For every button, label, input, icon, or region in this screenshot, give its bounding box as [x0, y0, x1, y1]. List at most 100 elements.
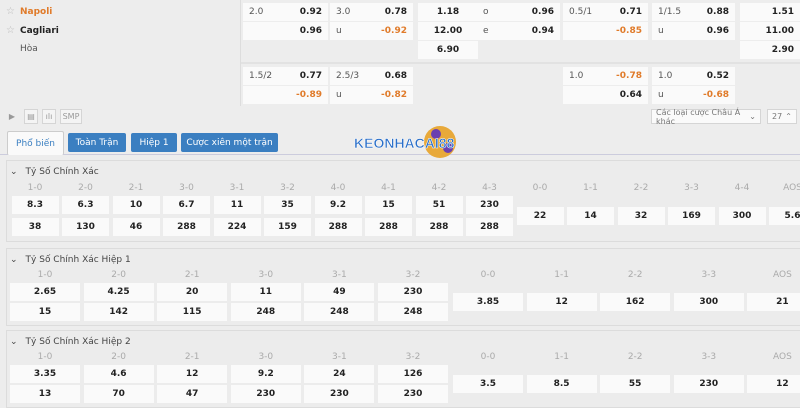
draw-score-odds[interactable]: 3.5: [453, 375, 523, 393]
draw-score-odds[interactable]: 162: [600, 293, 670, 311]
home-score-odds[interactable]: 6.3: [62, 196, 109, 214]
handicap-line: 1.0: [569, 71, 583, 81]
away-score-odds[interactable]: 248: [231, 303, 301, 321]
home-score-odds[interactable]: 51: [416, 196, 463, 214]
tab-pho-bien[interactable]: Phổ biến: [7, 131, 64, 155]
home-score-odds[interactable]: 10: [113, 196, 160, 214]
odds-cell[interactable]: 1.0-0.78: [563, 67, 648, 85]
draw-score-odds[interactable]: 300: [674, 293, 744, 311]
draw-score-odds[interactable]: 55: [600, 375, 670, 393]
draw-score-odds[interactable]: 300: [719, 207, 766, 225]
odds-cell[interactable]: 1.51: [740, 3, 800, 21]
tab-hiep-1[interactable]: Hiệp 1: [131, 133, 177, 152]
away-score-odds[interactable]: 288: [315, 218, 362, 236]
home-score-odds[interactable]: 230: [378, 283, 448, 301]
draw-score-odds[interactable]: 14: [567, 207, 614, 225]
away-score-odds[interactable]: 248: [378, 303, 448, 321]
section-header[interactable]: ⌄Tỷ Số Chính Xác Hiệp 1: [10, 255, 131, 265]
away-score-odds[interactable]: 288: [163, 218, 210, 236]
odds-cell[interactable]: -0.85: [563, 22, 648, 40]
away-score-odds[interactable]: 70: [84, 385, 154, 403]
home-score-odds[interactable]: 6.7: [163, 196, 210, 214]
draw-score-odds[interactable]: 21: [747, 293, 800, 311]
home-score-odds[interactable]: 8.3: [12, 196, 59, 214]
away-score-odds[interactable]: 230: [378, 385, 448, 403]
draw-score-odds[interactable]: 230: [674, 375, 744, 393]
section-header[interactable]: ⌄Tỷ Số Chính Xác Hiệp 2: [10, 337, 131, 347]
home-score-odds[interactable]: 9.2: [231, 365, 301, 383]
away-score-odds[interactable]: 38: [12, 218, 59, 236]
away-score-odds[interactable]: 288: [466, 218, 513, 236]
star-icon[interactable]: ☆: [6, 25, 15, 36]
home-score-odds[interactable]: 20: [157, 283, 227, 301]
home-score-odds[interactable]: 35: [264, 196, 311, 214]
away-score-odds[interactable]: 130: [62, 218, 109, 236]
tab-cuoc-xien[interactable]: Cược xiên một trận: [181, 133, 278, 152]
play-icon[interactable]: ▶: [6, 109, 18, 124]
home-score-odds[interactable]: 11: [231, 283, 301, 301]
market-select[interactable]: Các loại cược Châu Á khác⌄: [651, 109, 761, 124]
away-score-odds[interactable]: 230: [231, 385, 301, 403]
home-score-odds[interactable]: 11: [214, 196, 261, 214]
odds-cell[interactable]: 11.00: [740, 22, 800, 40]
home-score-odds[interactable]: 15: [365, 196, 412, 214]
away-score-odds[interactable]: 13: [10, 385, 80, 403]
draw-score-odds[interactable]: 22: [517, 207, 564, 225]
draw-score-odds[interactable]: 169: [668, 207, 715, 225]
away-score-odds[interactable]: 47: [157, 385, 227, 403]
count-toggle[interactable]: 27⌃: [767, 109, 797, 124]
away-score-odds[interactable]: 159: [264, 218, 311, 236]
odds-cell[interactable]: u-0.68: [652, 86, 735, 104]
odds-cell[interactable]: 0.96: [243, 22, 328, 40]
draw-score-odds[interactable]: 3.85: [453, 293, 523, 311]
odds-cell[interactable]: 12.00: [418, 22, 478, 40]
draw-score-odds[interactable]: 8.5: [527, 375, 597, 393]
away-score-odds[interactable]: 115: [157, 303, 227, 321]
away-score-odds[interactable]: 224: [214, 218, 261, 236]
home-score-odds[interactable]: 24: [304, 365, 374, 383]
home-score-odds[interactable]: 9.2: [315, 196, 362, 214]
odds-cell[interactable]: u-0.92: [330, 22, 413, 40]
odds-cell[interactable]: 6.90: [418, 41, 478, 59]
home-score-odds[interactable]: 49: [304, 283, 374, 301]
home-score-odds[interactable]: 12: [157, 365, 227, 383]
star-icon[interactable]: ☆: [6, 6, 15, 17]
draw-score-odds[interactable]: 5.6: [769, 207, 800, 225]
away-score-odds[interactable]: 15: [10, 303, 80, 321]
odds-cell[interactable]: u-0.82: [330, 86, 413, 104]
home-score-odds[interactable]: 3.35: [10, 365, 80, 383]
draw-score-odds[interactable]: 12: [747, 375, 800, 393]
home-score-odds[interactable]: 126: [378, 365, 448, 383]
away-score-odds[interactable]: 288: [365, 218, 412, 236]
bar-chart-icon[interactable]: ılı: [42, 109, 56, 124]
draw-score-odds[interactable]: 12: [527, 293, 597, 311]
home-score-odds[interactable]: 230: [466, 196, 513, 214]
home-score-odds[interactable]: 4.25: [84, 283, 154, 301]
odds-cell[interactable]: 2.90: [740, 41, 800, 59]
smp-button[interactable]: SMP: [60, 109, 82, 124]
draw-score-odds[interactable]: 32: [618, 207, 665, 225]
list-icon[interactable]: ▤: [24, 109, 38, 124]
away-score-odds[interactable]: 142: [84, 303, 154, 321]
away-score-odds[interactable]: 248: [304, 303, 374, 321]
section-header[interactable]: ⌄Tỷ Số Chính Xác: [10, 167, 99, 177]
away-score-odds[interactable]: 288: [416, 218, 463, 236]
home-score-odds[interactable]: 2.65: [10, 283, 80, 301]
home-score-odds[interactable]: 4.6: [84, 365, 154, 383]
away-score-odds[interactable]: 230: [304, 385, 374, 403]
odds-cell[interactable]: 0.64: [563, 86, 648, 104]
odds-cell[interactable]: 1.18: [418, 3, 478, 21]
tab-toan-tran[interactable]: Toàn Trận: [68, 133, 126, 152]
away-score-odds[interactable]: 46: [113, 218, 160, 236]
odds-cell[interactable]: -0.89: [243, 86, 328, 104]
